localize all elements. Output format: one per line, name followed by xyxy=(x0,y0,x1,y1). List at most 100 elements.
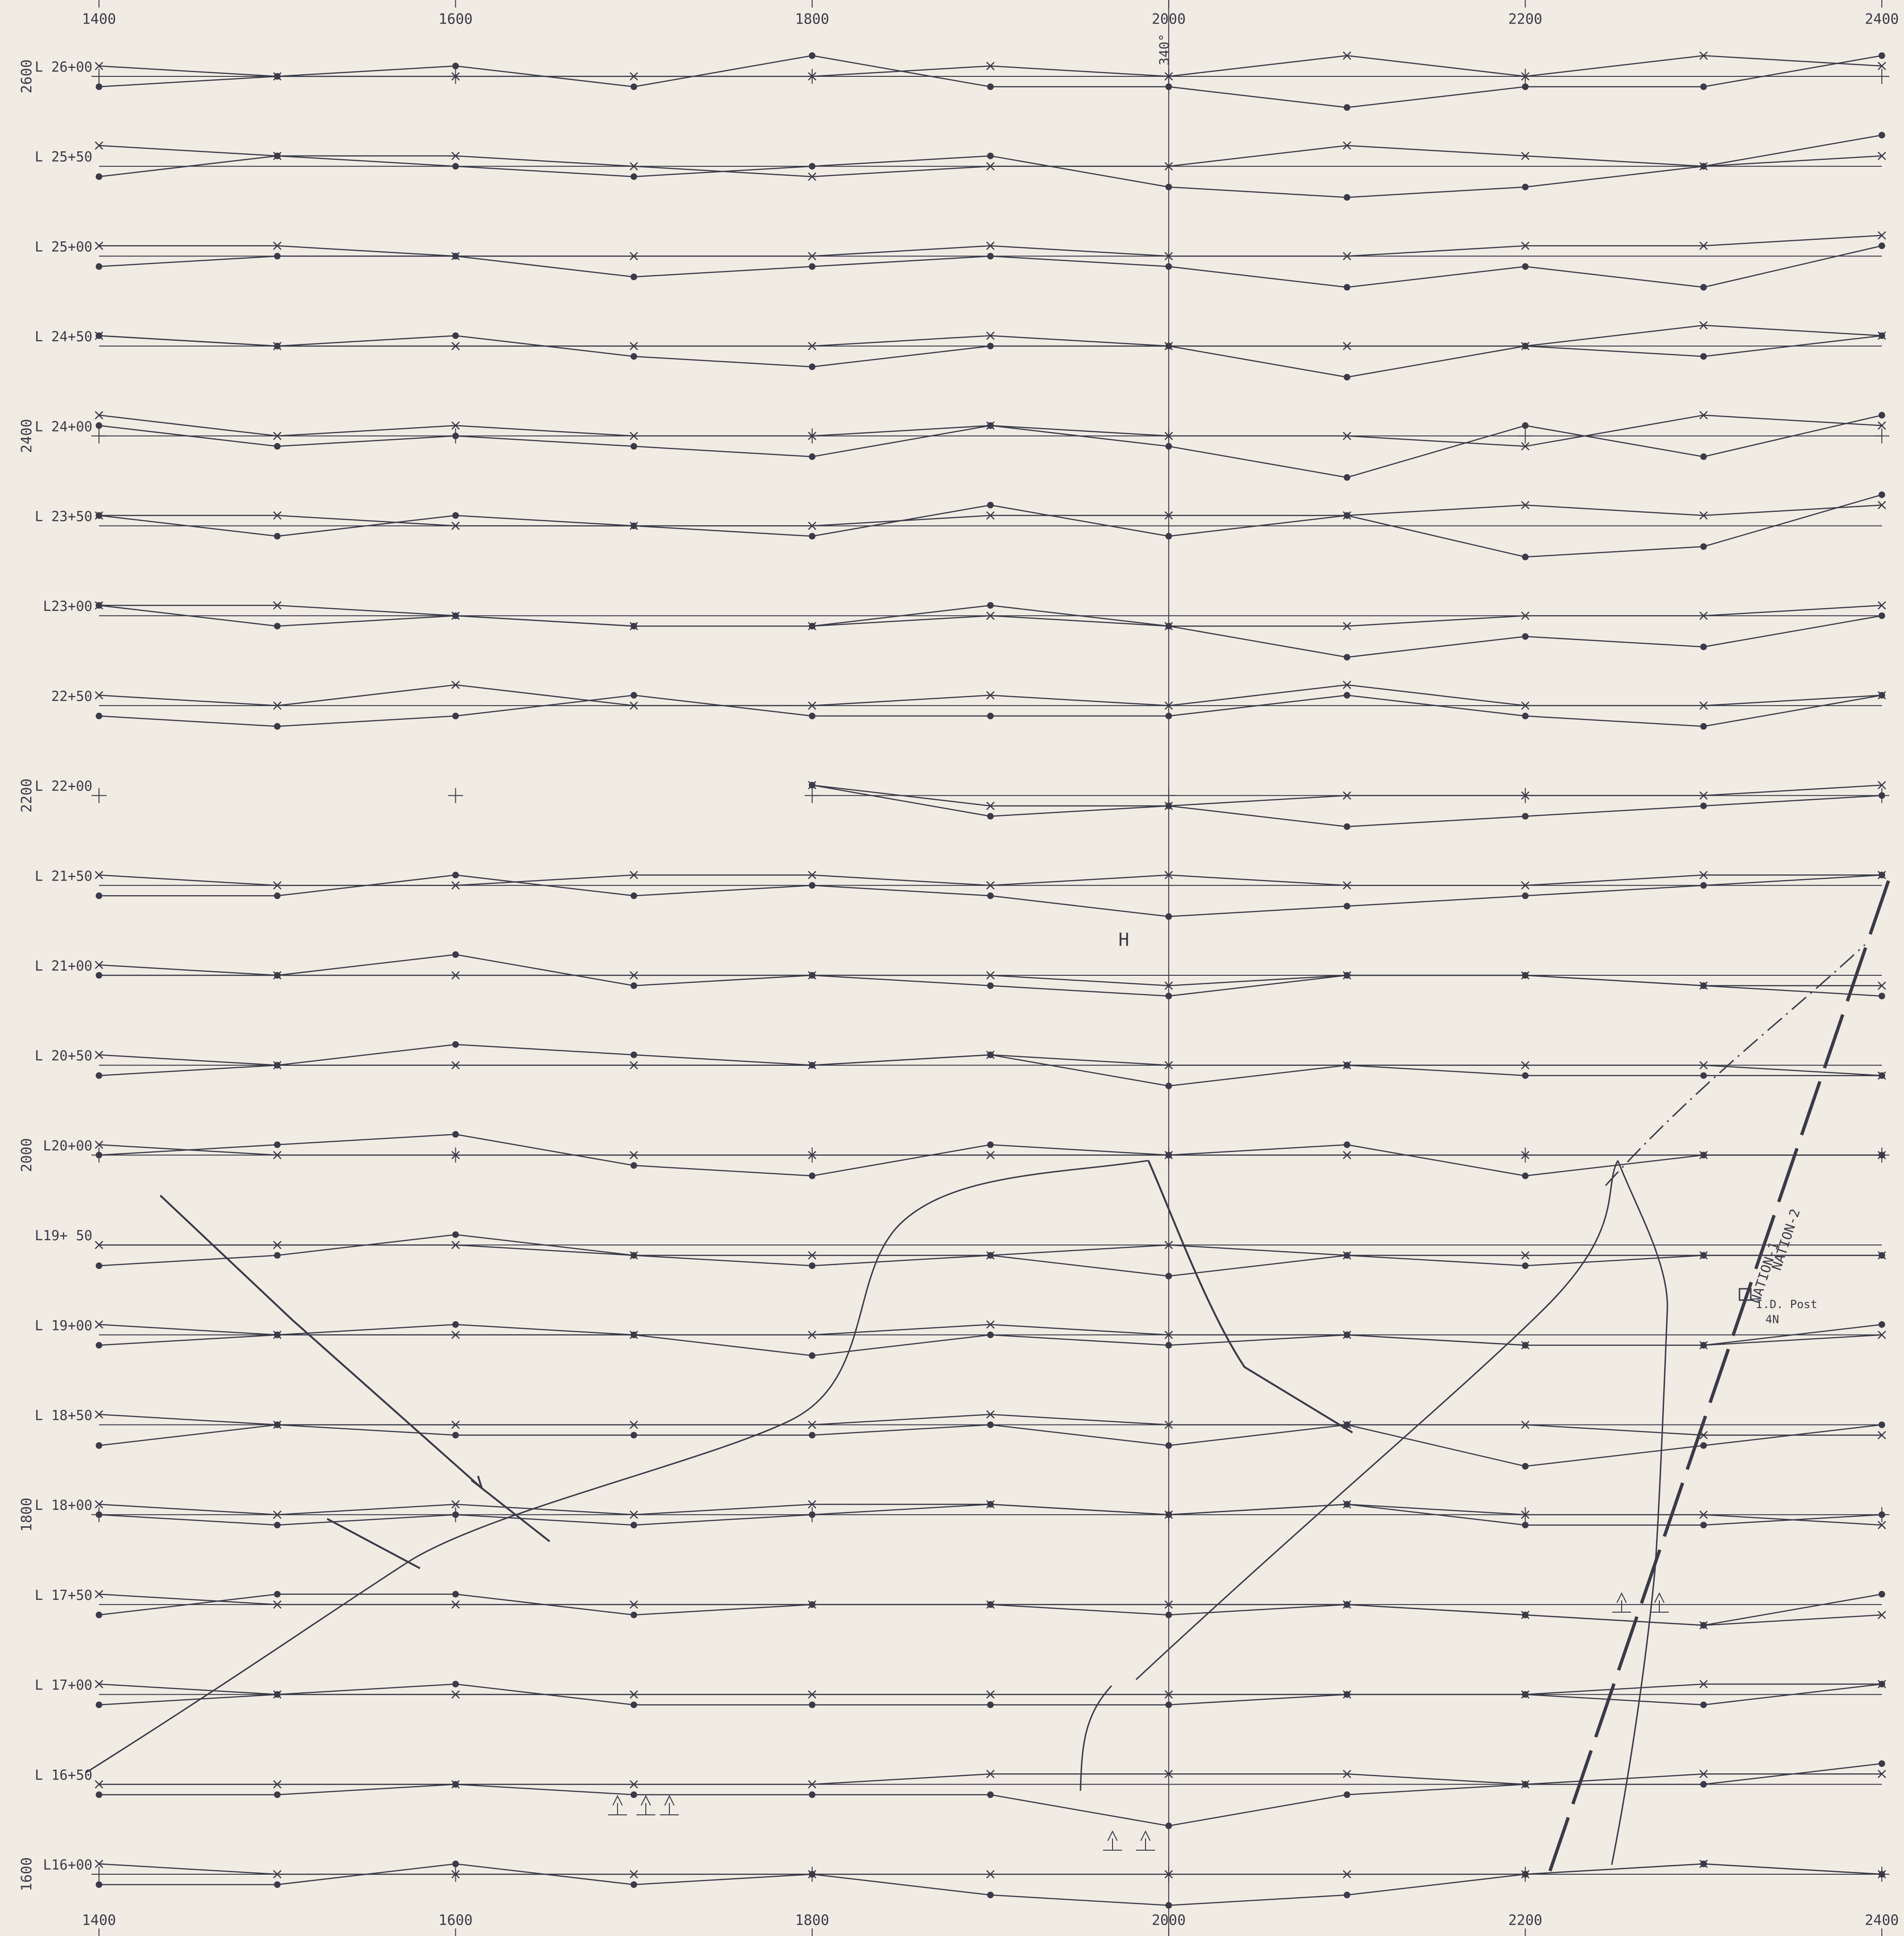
dot-marker xyxy=(809,1172,816,1179)
dot-marker xyxy=(631,1522,637,1528)
dot-marker xyxy=(1165,1083,1172,1089)
y-tick-label: 2200 xyxy=(19,778,35,812)
dot-marker xyxy=(452,1231,459,1238)
dot-marker xyxy=(631,173,637,180)
dot-marker xyxy=(1879,792,1885,799)
dot-marker xyxy=(96,1442,102,1449)
dot-marker xyxy=(452,433,459,439)
anomaly-label: H xyxy=(1119,930,1129,950)
y-tick-label: 2600 xyxy=(19,59,35,93)
line-label: L 22+00 xyxy=(35,778,92,794)
dot-marker xyxy=(1700,803,1707,809)
dot-marker xyxy=(452,1131,459,1137)
dot-marker xyxy=(631,1162,637,1169)
dot-marker xyxy=(631,353,637,360)
dot-marker xyxy=(1879,1591,1885,1598)
dot-marker xyxy=(1165,1442,1172,1449)
dot-marker xyxy=(631,1702,637,1708)
dot-marker xyxy=(274,892,280,899)
y-tick-label: 2400 xyxy=(19,419,35,453)
dot-marker xyxy=(274,253,280,259)
line-label: L 16+50 xyxy=(35,1767,92,1783)
dot-marker xyxy=(987,502,994,509)
dot-marker xyxy=(274,1881,280,1888)
dot-marker xyxy=(96,1511,102,1518)
dot-marker xyxy=(1879,612,1885,619)
dot-marker xyxy=(1879,492,1885,498)
dot-marker xyxy=(1522,422,1529,429)
dot-marker xyxy=(631,1612,637,1618)
dot-marker xyxy=(1879,1422,1885,1428)
dot-marker xyxy=(96,1791,102,1798)
dot-marker xyxy=(809,1352,816,1359)
dot-marker xyxy=(809,1432,816,1439)
dot-marker xyxy=(1522,1463,1529,1470)
dot-marker xyxy=(987,1702,994,1708)
dot-marker xyxy=(1700,1522,1707,1528)
dot-marker xyxy=(1344,474,1350,481)
dot-marker xyxy=(1165,1342,1172,1349)
dot-marker xyxy=(274,443,280,450)
dot-marker xyxy=(809,713,816,719)
line-label: L 18+00 xyxy=(35,1497,92,1513)
bearing-label: 340° xyxy=(1156,33,1172,65)
dot-marker xyxy=(1700,453,1707,460)
dot-marker xyxy=(809,1702,816,1708)
dot-marker xyxy=(1522,713,1529,719)
dot-marker xyxy=(1522,1072,1529,1079)
dot-marker xyxy=(1344,284,1350,290)
dot-marker xyxy=(987,1332,994,1338)
dot-marker xyxy=(1165,83,1172,90)
dot-marker xyxy=(1522,554,1529,560)
dot-marker xyxy=(96,1262,102,1269)
dot-marker xyxy=(987,1422,994,1428)
x-tick-label: 2400 xyxy=(1865,11,1899,28)
dot-marker xyxy=(1879,412,1885,419)
dot-marker xyxy=(1344,194,1350,201)
dot-marker xyxy=(96,1152,102,1158)
dot-marker xyxy=(452,1432,459,1439)
line-label: L 20+50 xyxy=(35,1048,92,1064)
x-tick-label: 1600 xyxy=(438,11,472,28)
dot-marker xyxy=(1165,184,1172,190)
page: H NATION-1 NATION-2 I.D. Post 4N 1400140… xyxy=(0,0,1904,1936)
dot-marker xyxy=(1522,633,1529,640)
dot-marker xyxy=(1879,1511,1885,1518)
dot-marker xyxy=(452,1511,459,1518)
dot-marker xyxy=(1344,1141,1350,1148)
dot-marker xyxy=(274,1591,280,1598)
line-label: L 21+50 xyxy=(35,868,92,884)
dot-marker xyxy=(1879,1321,1885,1328)
dot-marker xyxy=(1165,1822,1172,1829)
dot-marker xyxy=(809,52,816,59)
dot-marker xyxy=(452,512,459,519)
dot-marker xyxy=(1700,353,1707,360)
y-tick-label: 1600 xyxy=(19,1857,35,1891)
dot-marker xyxy=(1700,284,1707,290)
dot-marker xyxy=(274,1522,280,1528)
dot-marker xyxy=(1522,1262,1529,1269)
dot-marker xyxy=(1700,544,1707,550)
line-label: L 18+50 xyxy=(35,1408,92,1424)
dot-marker xyxy=(1344,824,1350,830)
dot-marker xyxy=(1700,1702,1707,1708)
dot-marker xyxy=(1344,1791,1350,1798)
dot-marker xyxy=(1344,654,1350,660)
dot-marker xyxy=(452,1041,459,1048)
paper xyxy=(0,0,1904,1936)
dot-marker xyxy=(631,273,637,280)
dot-marker xyxy=(452,872,459,878)
dot-marker xyxy=(1165,1612,1172,1618)
line-label: L 17+50 xyxy=(35,1587,92,1603)
dot-marker xyxy=(809,882,816,889)
dot-marker xyxy=(1522,1522,1529,1528)
dot-marker xyxy=(809,1791,816,1798)
dot-marker xyxy=(1165,533,1172,540)
line-label: L19+ 50 xyxy=(35,1228,92,1244)
dot-marker xyxy=(987,253,994,259)
dot-marker xyxy=(274,1791,280,1798)
dot-marker xyxy=(96,263,102,270)
dot-marker xyxy=(809,1511,816,1518)
dot-marker xyxy=(96,713,102,719)
dot-marker xyxy=(274,1252,280,1259)
